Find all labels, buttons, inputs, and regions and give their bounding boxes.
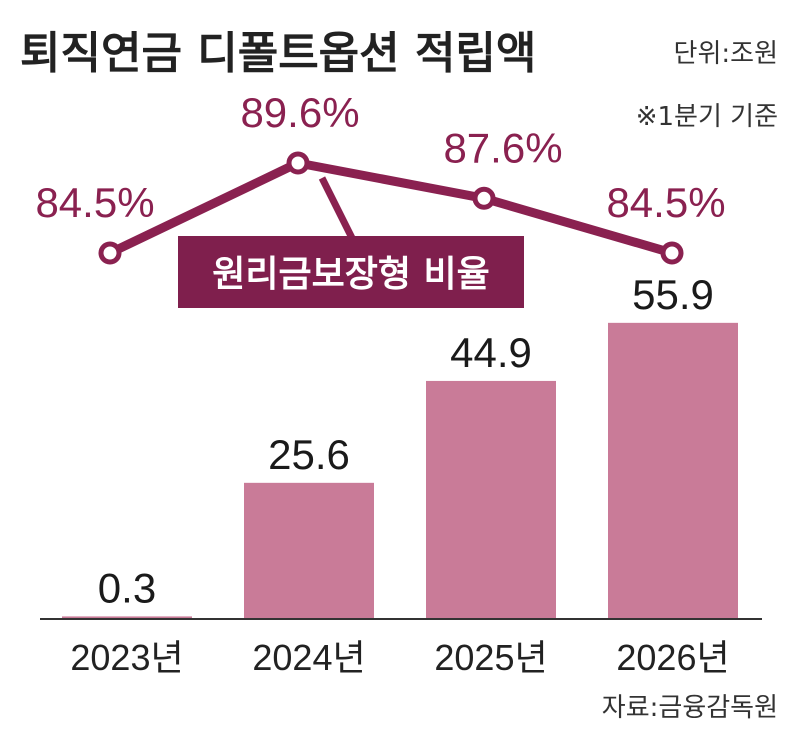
bar-value-label: 55.9 xyxy=(632,271,714,318)
ratio-point xyxy=(98,241,122,265)
ratio-value-label: 89.6% xyxy=(240,89,359,136)
note-label: ※1분기 기준 xyxy=(636,102,778,132)
x-tick-label: 2024년 xyxy=(252,637,365,678)
bars-group xyxy=(62,322,738,618)
bar-2025 xyxy=(426,380,556,618)
ratio-value-label: 84.5% xyxy=(606,179,725,226)
bar-2023 xyxy=(62,616,192,618)
ratio-point xyxy=(472,186,496,210)
bar-labels-group: 0.3 25.6 44.9 55.9 xyxy=(98,271,714,612)
ratio-point xyxy=(660,241,684,265)
bar-value-label: 0.3 xyxy=(98,564,156,611)
bar-2024 xyxy=(244,482,374,618)
unit-label: 단위:조원 xyxy=(674,39,778,69)
legend-pointer xyxy=(318,176,356,240)
chart-title: 퇴직연금 디폴트옵션 적립액 xyxy=(20,28,536,79)
ratio-labels-group: 84.5% 89.6% 87.6% 84.5% xyxy=(35,89,725,226)
x-tick-label: 2025년 xyxy=(434,637,547,678)
source-label: 자료:금융감독원 xyxy=(602,693,778,723)
x-tick-labels-group: 2023년 2024년 2025년 2026년 xyxy=(70,637,729,678)
bar-value-label: 44.9 xyxy=(450,329,532,376)
bar-value-label: 25.6 xyxy=(268,431,350,478)
x-tick-label: 2023년 xyxy=(70,637,183,678)
legend-box xyxy=(178,236,524,308)
legend-label: 원리금보장형 비율 xyxy=(212,254,490,295)
bar-2026 xyxy=(608,322,738,618)
ratio-point xyxy=(286,151,310,175)
ratio-value-label: 84.5% xyxy=(35,179,154,226)
ratio-points-group xyxy=(98,151,684,265)
ratio-line xyxy=(108,158,674,258)
x-tick-label: 2026년 xyxy=(616,637,729,678)
ratio-value-label: 87.6% xyxy=(443,124,562,171)
